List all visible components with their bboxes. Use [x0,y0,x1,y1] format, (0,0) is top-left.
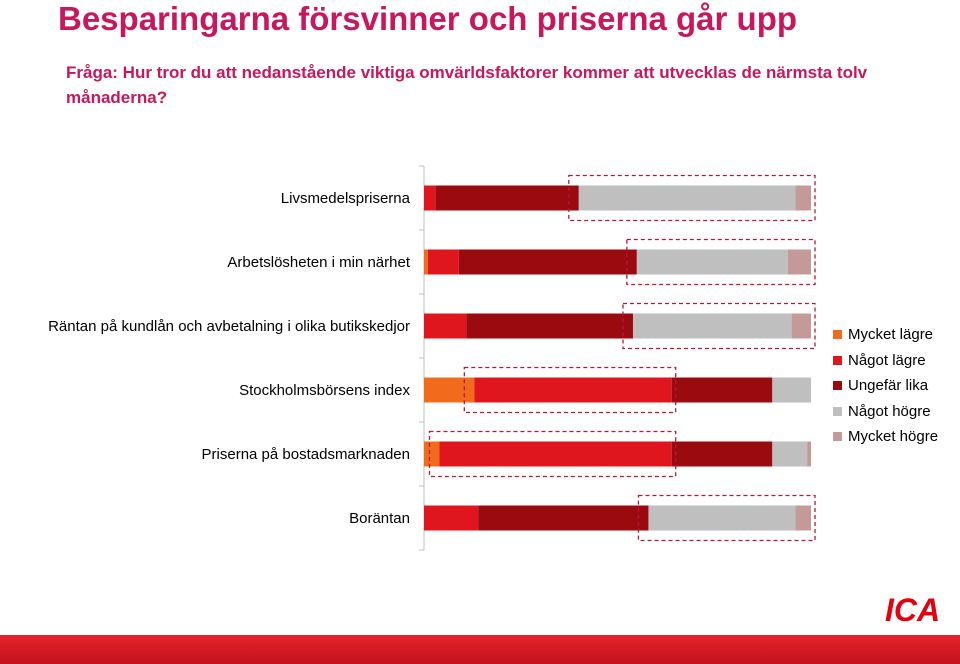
legend-item: Mycket lägre [833,322,938,348]
bar-segment [632,313,792,339]
chart-legend: Mycket lägre Något lägre Ungefär lika Något… [833,322,938,450]
bar-segment [772,441,808,467]
bar-segment [466,313,633,339]
bar-segment [478,505,649,531]
survey-question: Fråga: Hur tror du att nedanstående vikt… [66,63,868,107]
bar-segment [439,441,672,467]
category-label: Arbetslösheten i min närhet [227,254,410,271]
bar-segment [458,249,637,275]
legend-swatch [833,381,842,391]
bar-segment [807,441,811,467]
bar-segment [772,377,811,403]
bar-segment [435,185,579,211]
highlight-box [626,238,816,286]
bar-segment [424,185,436,211]
bar-segment [424,377,475,403]
legend-swatch [833,406,842,416]
highlight-box [622,302,816,350]
legend-swatch [833,432,842,442]
legend-item: Mycket högre [833,424,938,450]
legend-item: Något högre [833,399,938,425]
bar-segment [424,505,479,531]
bar-segment [636,249,788,275]
category-label: Priserna på bostadsmarknaden [202,446,410,463]
bar-segment [424,313,467,339]
footer-bar [0,635,960,664]
bar-segment [791,313,811,339]
bar-segment [648,505,796,531]
legend-swatch [833,330,842,340]
highlight-box [568,174,816,222]
bar-segment [787,249,811,275]
category-label: Livsmedelspriserna [281,190,411,207]
legend-label: Något högre [848,402,931,420]
ica-logo: ICA [885,592,940,626]
bar-segment [671,441,773,467]
bar-segment [671,377,773,403]
legend-label: Något lägre [848,351,926,369]
bar-segment [424,249,428,275]
legend-swatch [833,355,842,365]
bar-segment [578,185,796,211]
legend-item: Ungefär lika [833,373,938,399]
legend-item: Något lägre [833,348,938,374]
bar-segment [795,505,811,531]
highlight-box [428,430,677,478]
highlight-box [463,366,677,414]
bar-segment [795,185,811,211]
page-title: Besparingarna försvinner och priserna gå… [58,0,798,37]
legend-label: Mycket högre [848,428,939,446]
legend-label: Mycket lägre [848,326,934,344]
category-label: Boräntan [349,510,410,527]
legend-label: Ungefär lika [848,377,929,395]
highlight-box [637,494,816,542]
ica-logo-text: ICA [885,592,940,626]
bar-segment [474,377,672,403]
bar-segment [427,249,459,275]
category-label: Stockholmsbörsens index [239,382,410,399]
category-label: Räntan på kundlån och avbetalning i olik… [48,318,410,335]
bar-segment [424,441,440,467]
